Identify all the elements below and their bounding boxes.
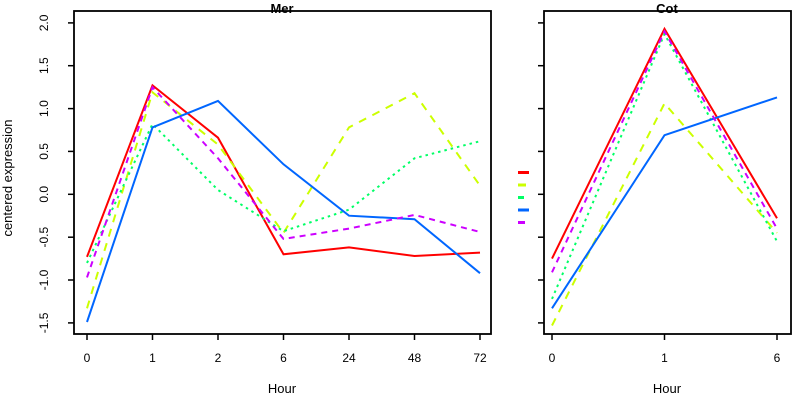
panel-box [543, 10, 792, 335]
x-tick-label: 1 [149, 351, 156, 365]
y-tick-label: -0.5 [37, 227, 51, 248]
series-green-line [551, 31, 778, 300]
series-magenta-line [86, 85, 481, 278]
panel-title-cot: Cot [656, 1, 678, 16]
series-blue-line [551, 96, 778, 309]
panel-title-mer: Mer [270, 1, 294, 16]
x-tick-label: 72 [473, 351, 487, 365]
y-tick-label: 1.5 [37, 57, 51, 74]
y-tick-label: -1.0 [37, 269, 51, 290]
series-red-line [86, 83, 481, 258]
x-tick-label: 6 [280, 351, 287, 365]
series-yellow-line [86, 90, 481, 309]
x-tick-label: 24 [342, 351, 356, 365]
series-red-line [551, 26, 778, 260]
x-tick-label: 0 [549, 351, 556, 365]
y-tick-label: 0.0 [37, 186, 51, 203]
series-magenta-line [551, 29, 778, 273]
y-axis-label: centered expression [0, 119, 15, 237]
y-tick-label: 2.0 [37, 14, 51, 31]
x-tick-label: 2 [215, 351, 222, 365]
series-green-line [86, 122, 481, 264]
series-blue-line [86, 99, 481, 323]
x-axis-label-cot: Hour [652, 381, 682, 396]
x-tick-label: 0 [84, 351, 91, 365]
y-tick-label: 1.0 [37, 100, 51, 117]
x-tick-label: 1 [661, 351, 668, 365]
y-tick-label: 0.5 [37, 143, 51, 160]
x-axis-label-mer: Hour [267, 381, 297, 396]
panel-box [73, 10, 492, 335]
y-tick-label: -1.5 [37, 312, 51, 333]
x-tick-label: 48 [408, 351, 422, 365]
x-tick-label: 6 [774, 351, 781, 365]
